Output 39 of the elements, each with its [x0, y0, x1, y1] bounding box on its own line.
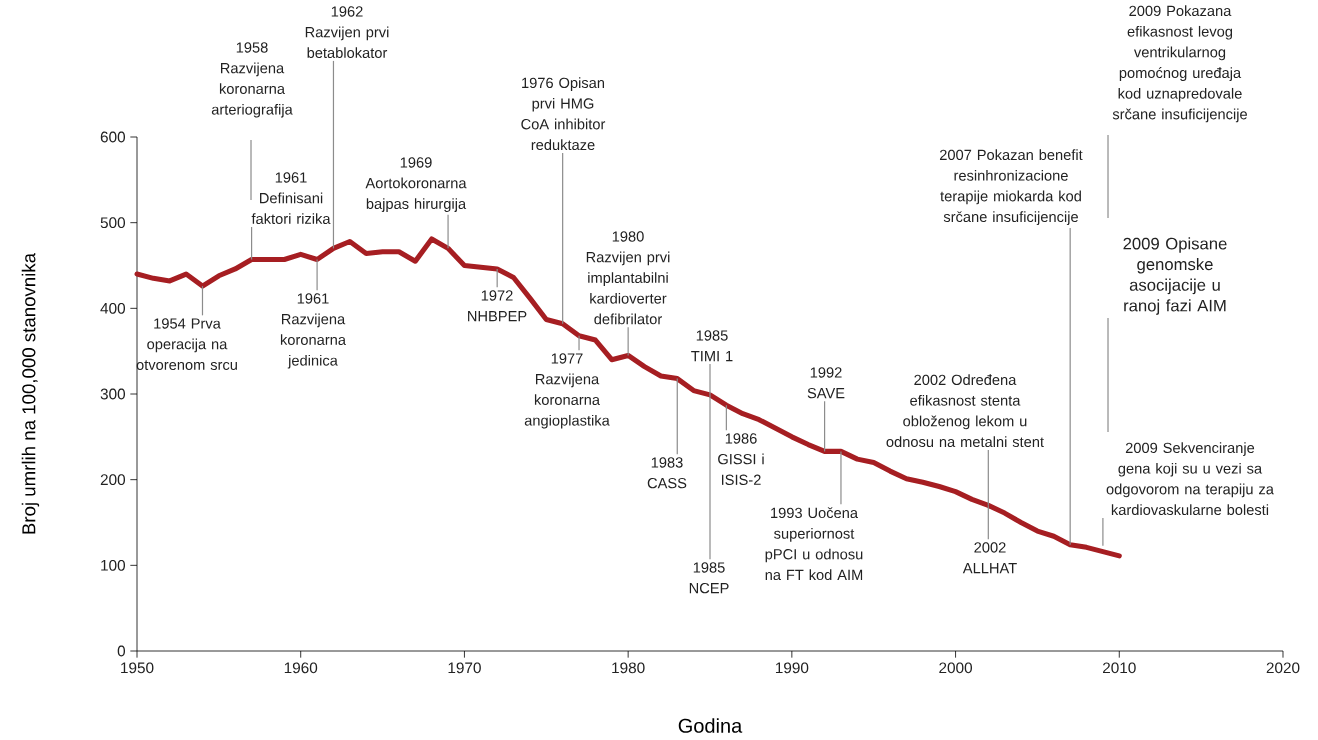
- x-tick-label: 1950: [121, 662, 154, 674]
- x-tick-label: 1960: [284, 662, 318, 674]
- annotation: 1977 Razvijena koronarna angioplastika: [524, 353, 610, 429]
- x-tick-label: 2000: [939, 662, 973, 674]
- annotation: 1962 Razvijen prvi betablokator: [305, 6, 389, 58]
- y-tick-label: 400: [100, 302, 126, 314]
- annotation: 1954 Prva operacija na otvorenom srcu: [136, 318, 237, 370]
- annotation: 2002 ALLHAT: [962, 542, 1017, 574]
- text: 2009 Pokazana efikasnost levog ventrikularnog pomoćnog uređaja kod uznapredovale srčane insuficijencije: [1112, 5, 1247, 123]
- annotation: 1983 CASS: [647, 457, 687, 489]
- annotation: 1980 Razvijen prvi implantabilni kardioverter defibrilator: [586, 231, 670, 325]
- x-tick-label: 2020: [1266, 662, 1300, 674]
- y-tick-label: 300: [100, 388, 126, 400]
- annotation: 2009 Sekvenciranje gena koji su u vezi sa odgovorom na terapiju za kardiovaskularne bolesti: [1106, 442, 1274, 516]
- annotation: 1976 Opisan prvi HMG CoA inhibitor reduktaze: [521, 77, 606, 151]
- x-tick-label: 2010: [1103, 662, 1136, 674]
- annotation: 1972 NHBPEP: [468, 290, 527, 322]
- annotation: 1993 Uočena superiornost pPCI u odnosu na FT kod AIM: [765, 507, 863, 581]
- x-tick-label: 1970: [448, 662, 481, 674]
- x-axis-title: Godina: [678, 718, 743, 733]
- annotation: 2002 Određena efikasnost stenta obloženog lekom u odnosu na metalni stent: [886, 374, 1044, 448]
- x-tick-label: 1990: [775, 662, 809, 674]
- text: 1958 Razvijena koronarna arteriografija: [211, 42, 293, 118]
- annotation: 1961 Razvijena koronarna jedinica: [280, 293, 346, 369]
- annotation: 2009 Opisane genomske asocijacije u ranoj fazi AIM: [1123, 237, 1227, 315]
- y-tick-label: 200: [100, 474, 126, 486]
- annotation: 1992 SAVE: [807, 367, 845, 399]
- y-tick-label: 100: [101, 559, 126, 571]
- annotation: 1985 NCEP: [689, 562, 729, 594]
- annotation: 1986 GISSI i ISIS-2: [718, 433, 764, 485]
- annotation: 1969 Aortokoronarna bajpas hirurgija: [365, 157, 467, 212]
- y-tick-label: 500: [100, 217, 126, 229]
- annotation: 2007 Pokazan benefit resinhronizacione terapije miokarda kod srčane insuficijencije: [939, 149, 1083, 225]
- y-tick-label: 600: [100, 131, 126, 143]
- y-axis-title: Broj umrlih na 100,000 stanovnika: [21, 252, 40, 534]
- annotation: 1985 TIMI 1: [691, 330, 733, 362]
- y-tick-label: 0: [117, 645, 126, 657]
- annotation: 1961 Definisani faktori rizika: [251, 172, 331, 224]
- x-tick-label: 1980: [612, 662, 645, 674]
